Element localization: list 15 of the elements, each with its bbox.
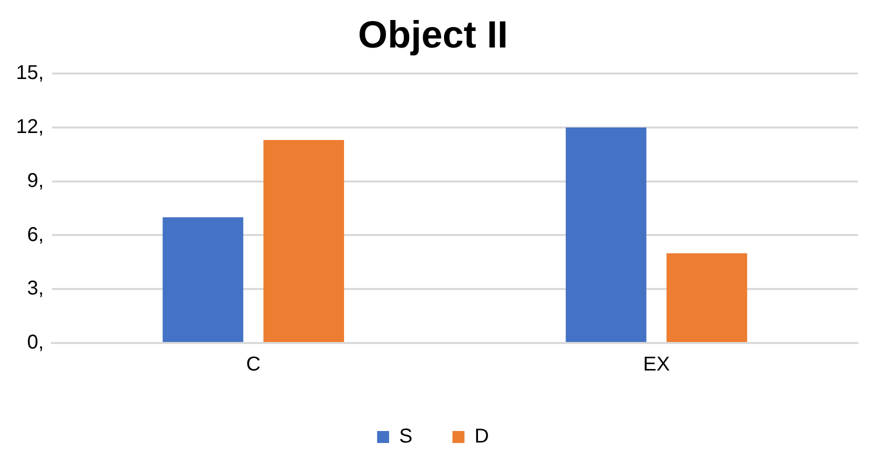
bar xyxy=(566,127,646,342)
y-tick-label: 12, xyxy=(16,116,44,138)
chart-title: Object II xyxy=(358,14,508,56)
bar xyxy=(162,217,244,342)
y-tick-label: 3, xyxy=(27,278,44,300)
y-tick-label: 9, xyxy=(27,170,44,192)
bar xyxy=(263,140,344,342)
bar xyxy=(666,253,748,342)
legend-label: S xyxy=(399,426,412,448)
y-tick-label: 6, xyxy=(27,224,44,246)
y-tick-label: 15, xyxy=(16,62,44,84)
legend-label: D xyxy=(474,426,489,448)
y-tick-label: 0, xyxy=(27,332,44,354)
x-tick-label: EX xyxy=(643,354,670,376)
x-tick-label: C xyxy=(246,354,261,376)
